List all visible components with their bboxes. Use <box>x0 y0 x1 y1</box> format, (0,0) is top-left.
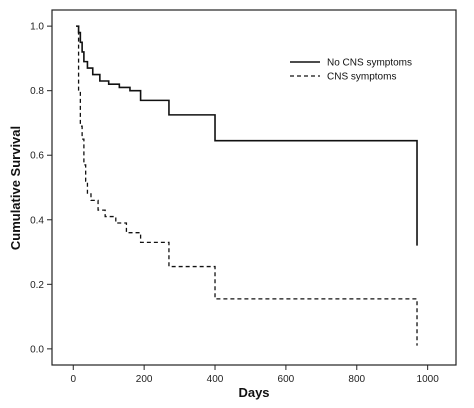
y-tick-label: 0.6 <box>30 151 44 162</box>
legend: No CNS symptoms CNS symptoms <box>290 58 412 83</box>
x-axis: 0 200 400 600 800 1000 <box>70 365 439 385</box>
x-tick-label: 0 <box>70 374 76 385</box>
x-tick-label: 800 <box>348 374 365 385</box>
y-tick-label: 0.8 <box>30 86 44 97</box>
x-tick-label: 600 <box>278 374 295 385</box>
plot-frame <box>51 9 457 366</box>
y-tick-label: 0.2 <box>30 280 44 291</box>
y-axis-title: Cumulative Survival <box>8 126 23 250</box>
series-line-cns-symptoms <box>76 25 418 346</box>
y-axis: 0.0 0.2 0.4 0.6 0.8 1.0 <box>30 22 52 355</box>
y-tick-label: 0.0 <box>30 344 44 355</box>
x-tick-label: 200 <box>136 374 153 385</box>
legend-label: No CNS symptoms <box>327 58 412 69</box>
series-layer <box>76 25 418 346</box>
y-tick-label: 0.4 <box>30 215 44 226</box>
series-line-no-cns-symptoms <box>76 25 418 246</box>
y-tick-label: 1.0 <box>30 22 44 33</box>
x-axis-title: Days <box>238 385 269 400</box>
legend-label: CNS symptoms <box>327 72 396 83</box>
x-tick-label: 400 <box>207 374 224 385</box>
x-tick-label: 1000 <box>417 374 440 385</box>
